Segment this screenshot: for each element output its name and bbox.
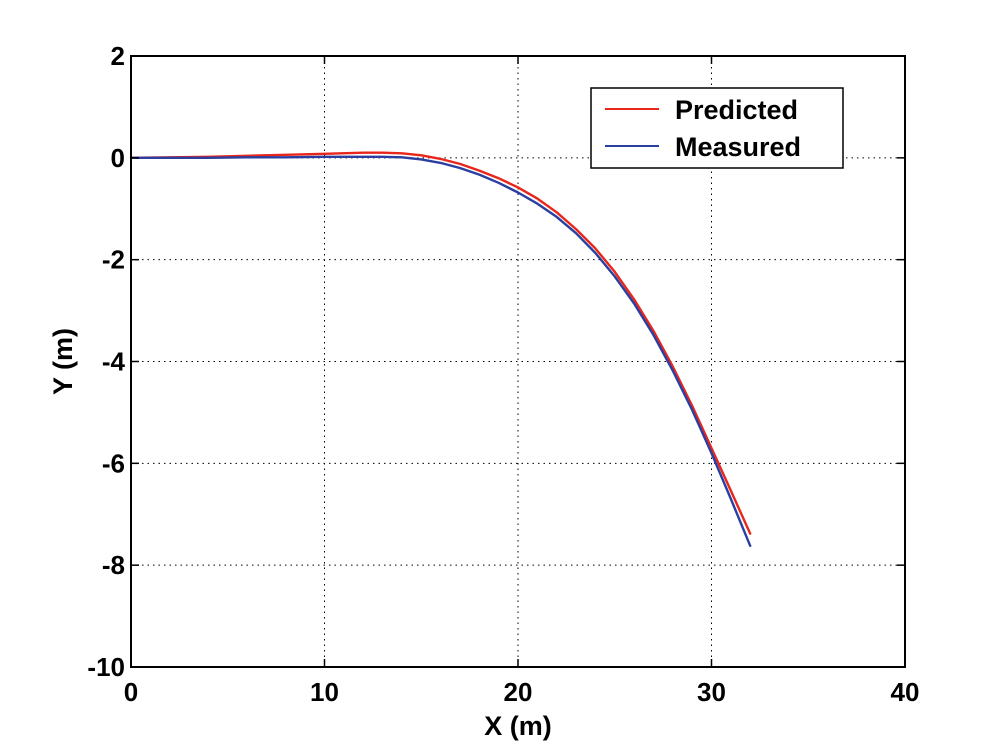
x-axis-label: X (m) [484, 711, 552, 741]
legend-label-measured: Measured [675, 132, 801, 162]
y-tick-label: 0 [111, 143, 125, 173]
x-tick-label: 0 [124, 677, 138, 707]
y-tick-label: -6 [102, 448, 125, 478]
legend-box [590, 87, 844, 169]
y-tick-label: -4 [102, 347, 126, 377]
y-tick-label: -2 [102, 245, 125, 275]
legend-label-predicted: Predicted [675, 95, 798, 125]
x-tick-label: 30 [697, 677, 726, 707]
legend: Predicted Measured [590, 87, 844, 169]
y-tick-label: 2 [111, 41, 125, 71]
y-tick-label: -10 [87, 652, 125, 682]
x-tick-label: 40 [891, 677, 920, 707]
series-line-predicted [129, 151, 752, 535]
y-tick-label: -8 [102, 550, 125, 580]
x-tick-label: 20 [504, 677, 533, 707]
x-tick-label: 10 [310, 677, 339, 707]
series-line-measured [129, 155, 752, 547]
axis-ticks [130, 55, 906, 668]
series-layer [129, 151, 752, 547]
y-axis-label: Y (m) [48, 328, 78, 395]
